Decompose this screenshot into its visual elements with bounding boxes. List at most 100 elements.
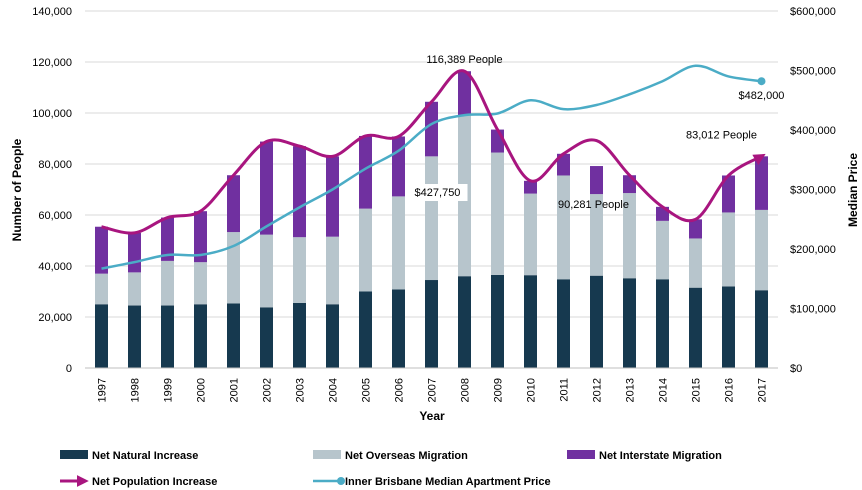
x-tick-label: 2006 [394,378,406,402]
bar-net-natural-increase-1999 [161,305,174,368]
bar-net-natural-increase-2016 [722,286,735,368]
bar-net-interstate-migration-2016 [722,175,735,213]
y-axis-title: Number of People [10,138,24,241]
series-lines [101,64,766,270]
legend-swatch-net-interstate-migration [567,450,595,459]
legend-swatch-net-natural-increase [60,450,88,459]
y2-tick-label: $100,000 [790,304,836,316]
bar-net-overseas-migration-2010 [524,193,537,276]
x-tick-label: 2003 [295,378,307,402]
legend-label-net-overseas-migration: Net Overseas Migration [345,450,468,462]
x-tick-label: 1997 [97,378,109,402]
x-tick-label: 2000 [196,378,208,402]
bar-net-overseas-migration-2003 [293,237,306,303]
bar-net-natural-increase-2009 [491,274,504,368]
legend-label-inner-brisbane-median-apartment-price: Inner Brisbane Median Apartment Price [345,476,551,488]
x-tick-label: 2010 [526,378,538,402]
bar-net-overseas-migration-2002 [260,234,273,308]
bar-net-interstate-migration-2009 [491,129,504,153]
legend-swatch-net-overseas-migration [313,450,341,459]
bar-net-overseas-migration-2015 [689,238,702,288]
bar-net-overseas-migration-2006 [392,196,405,290]
y-tick-label: 40,000 [38,261,72,273]
x-tick-label: 2004 [328,378,340,402]
legend-label-net-interstate-migration: Net Interstate Migration [599,450,722,462]
bar-net-interstate-migration-2007 [425,101,438,157]
bar-net-interstate-migration-2003 [293,146,306,238]
x-tick-label: 2011 [559,378,571,402]
bar-net-interstate-migration-2012 [590,166,603,195]
x-tick-label: 2001 [229,378,241,402]
bar-net-natural-increase-2012 [590,275,603,368]
bar-net-natural-increase-2011 [557,279,570,368]
annotation-box [407,184,468,201]
annotation-label: 90,281 People [558,199,629,211]
y-tick-label: 60,000 [38,210,72,222]
bar-net-overseas-migration-2009 [491,152,504,275]
bar-net-interstate-migration-2000 [194,211,207,263]
bar-net-natural-increase-2005 [359,291,372,368]
bar-net-overseas-migration-2013 [623,193,636,279]
line-net-population-increase [101,69,766,235]
bar-net-interstate-migration-2015 [689,219,702,239]
y2-tick-label: $300,000 [790,185,836,197]
bar-net-overseas-migration-2014 [656,220,669,280]
annotation-label: 116,389 People [426,54,502,66]
y-tick-label: 120,000 [32,57,72,69]
y-tick-label: 0 [66,363,72,375]
bar-net-overseas-migration-2005 [359,208,372,292]
bar-net-interstate-migration-2001 [227,175,240,233]
bar-net-natural-increase-2015 [689,287,702,368]
x-tick-label: 2015 [691,378,703,402]
legend: Net Natural Increase Net Overseas Migrati… [60,450,722,488]
bar-net-natural-increase-2013 [623,278,636,368]
y2-tick-label: $200,000 [790,244,836,256]
bar-net-interstate-migration-2005 [359,135,372,209]
bar-net-overseas-migration-2001 [227,232,240,304]
axes: 0 20,000 40,000 60,000 80,000 100,000 120,000 1… [10,6,860,423]
bar-net-interstate-migration-2002 [260,141,273,235]
bar-net-interstate-migration-2017 [755,156,768,210]
y2-axis-title: Median Price [846,153,860,227]
bar-net-interstate-migration-1997 [95,226,108,274]
bar-net-natural-increase-2006 [392,289,405,368]
line-median-apartment-price [101,64,762,270]
bar-net-natural-increase-2017 [755,290,768,368]
bar-net-natural-increase-2007 [425,280,438,368]
y2-tick-label: $600,000 [790,6,836,18]
bar-net-overseas-migration-2007 [425,156,438,281]
y-tick-label: 20,000 [38,312,72,324]
bar-net-natural-increase-2003 [293,302,306,368]
bar-net-interstate-migration-1999 [161,217,174,261]
annotations: 116,389 People $427,750 90,281 People 83,01… [407,54,784,211]
y2-tick-label: $0 [790,363,802,375]
price-end-marker [757,77,766,86]
bar-net-overseas-migration-1998 [128,272,141,306]
x-tick-label: 2012 [592,378,604,402]
bar-net-interstate-migration-1998 [128,232,141,273]
y-tick-label: 80,000 [38,159,72,171]
x-tick-label: 2008 [460,378,472,402]
y2-tick-label: $500,000 [790,66,836,78]
bar-net-natural-increase-2001 [227,303,240,368]
x-tick-label: 2017 [757,378,769,402]
bar-net-natural-increase-2010 [524,275,537,368]
x-tick-label: 2014 [658,378,670,402]
bar-net-interstate-migration-2008 [458,71,471,116]
x-tick-label: 1999 [163,378,175,402]
bar-net-overseas-migration-2011 [557,175,570,280]
bar-net-overseas-migration-1997 [95,273,108,305]
bar-net-natural-increase-2004 [326,304,339,368]
annotation-label: $427,750 [415,187,461,199]
bar-net-natural-increase-2008 [458,276,471,368]
x-tick-label: 2009 [493,378,505,402]
bar-net-natural-increase-2002 [260,307,273,368]
x-tick-label: 2007 [427,378,439,402]
bars [95,71,768,368]
bar-net-overseas-migration-1999 [161,260,174,306]
bar-net-interstate-migration-2006 [392,136,405,197]
y-tick-label: 140,000 [32,6,72,18]
x-tick-label: 2013 [625,378,637,402]
x-axis-title: Year [419,409,445,423]
bar-net-natural-increase-1998 [128,305,141,368]
